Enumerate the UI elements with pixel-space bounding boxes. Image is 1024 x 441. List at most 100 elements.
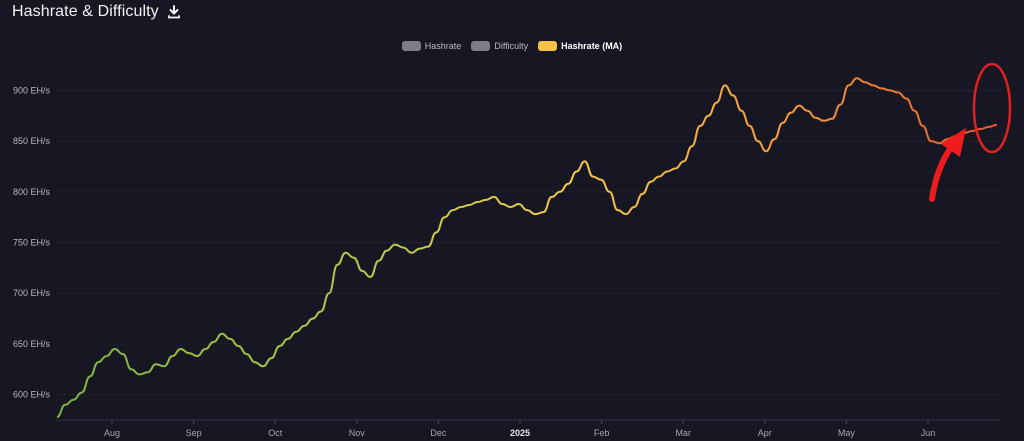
data-point: [361, 270, 363, 272]
data-point: [707, 115, 709, 117]
legend-swatch-difficulty: [471, 41, 491, 51]
chart-legend: Hashrate Difficulty Hashrate (MA): [0, 41, 1024, 51]
data-point: [806, 110, 808, 112]
data-point: [427, 246, 429, 248]
data-point: [600, 179, 602, 181]
data-point: [287, 338, 289, 340]
data-point: [369, 276, 371, 278]
data-point: [765, 150, 767, 152]
data-point: [567, 183, 569, 185]
data-point: [188, 352, 190, 354]
y-tick-label: 650 EH/s: [13, 339, 51, 349]
data-point: [312, 318, 314, 320]
data-point: [872, 84, 874, 86]
red-arrow-head: [941, 128, 966, 157]
data-point: [328, 292, 330, 294]
data-point: [650, 181, 652, 183]
chart-title: Hashrate & Difficulty: [12, 3, 159, 20]
data-point: [254, 361, 256, 363]
data-point: [378, 260, 380, 262]
data-point: [683, 160, 685, 162]
x-tick-label: Sep: [186, 428, 202, 438]
data-point: [468, 204, 470, 206]
data-point: [633, 206, 635, 208]
data-point: [938, 142, 940, 144]
data-point: [147, 371, 149, 373]
data-point: [889, 89, 891, 91]
data-point: [749, 125, 751, 127]
data-point: [617, 209, 619, 211]
data-point: [402, 247, 404, 249]
data-point: [856, 77, 858, 79]
data-point: [452, 209, 454, 211]
download-icon-glyph: [167, 5, 180, 19]
data-point: [625, 213, 627, 215]
data-point: [460, 206, 462, 208]
data-point: [97, 361, 99, 363]
data-point: [477, 201, 479, 203]
data-point: [444, 216, 446, 218]
data-point: [394, 244, 396, 246]
data-point: [905, 98, 907, 100]
legend-item-hashrate[interactable]: Hashrate: [401, 41, 461, 51]
data-point: [180, 348, 182, 350]
data-point: [130, 368, 132, 370]
data-point: [229, 338, 231, 340]
legend-swatch-hashrate-ma: [538, 41, 558, 51]
data-point: [501, 203, 503, 205]
x-tick-label: Nov: [349, 428, 366, 438]
x-axis: Aug Sep Oct Nov Dec 2025 Feb Mar Apr May Jun: [104, 420, 935, 438]
data-point: [716, 102, 718, 104]
data-point: [163, 365, 165, 367]
data-point: [773, 138, 775, 140]
data-point: [246, 353, 248, 355]
data-point: [815, 117, 817, 119]
data-point: [864, 81, 866, 83]
data-point: [411, 252, 413, 254]
legend-item-hashrate-ma[interactable]: Hashrate (MA): [538, 41, 622, 51]
download-icon[interactable]: [167, 5, 181, 19]
data-point: [740, 110, 742, 112]
data-point: [73, 399, 75, 401]
x-tick-label: Aug: [104, 428, 120, 438]
y-tick-label: 750 EH/s: [13, 238, 51, 248]
data-point: [139, 373, 141, 375]
data-point: [980, 128, 982, 130]
data-point: [988, 126, 990, 128]
data-point: [336, 264, 338, 266]
data-point: [204, 348, 206, 350]
x-tick-label: Dec: [430, 428, 447, 438]
data-point: [790, 112, 792, 114]
data-point: [213, 341, 215, 343]
legend-item-difficulty[interactable]: Difficulty: [471, 41, 528, 51]
x-tick-label: 2025: [510, 428, 530, 438]
data-point: [81, 392, 83, 394]
data-point: [543, 211, 545, 213]
data-point: [996, 124, 998, 126]
data-point: [534, 213, 536, 215]
data-point: [823, 120, 825, 122]
data-point: [279, 345, 281, 347]
y-tick-label: 600 EH/s: [13, 390, 51, 400]
y-tick-label: 850 EH/s: [13, 136, 51, 146]
data-point: [609, 191, 611, 193]
data-point: [757, 140, 759, 142]
series-layer: [56, 77, 998, 418]
data-point: [724, 84, 726, 86]
data-point: [839, 104, 841, 106]
data-point: [848, 84, 850, 86]
legend-label-hashrate-ma: Hashrate (MA): [561, 41, 623, 51]
data-point: [262, 365, 264, 367]
data-point: [510, 206, 512, 208]
y-axis: 600 EH/s 650 EH/s 700 EH/s 750 EH/s 800 EH/s…: [13, 85, 51, 399]
y-tick-label: 800 EH/s: [13, 187, 51, 197]
data-point: [89, 375, 91, 377]
data-point: [798, 105, 800, 107]
data-point: [155, 363, 157, 365]
data-point: [106, 355, 108, 357]
data-point: [386, 250, 388, 252]
data-point: [237, 345, 239, 347]
legend-swatch-hashrate: [401, 41, 421, 51]
